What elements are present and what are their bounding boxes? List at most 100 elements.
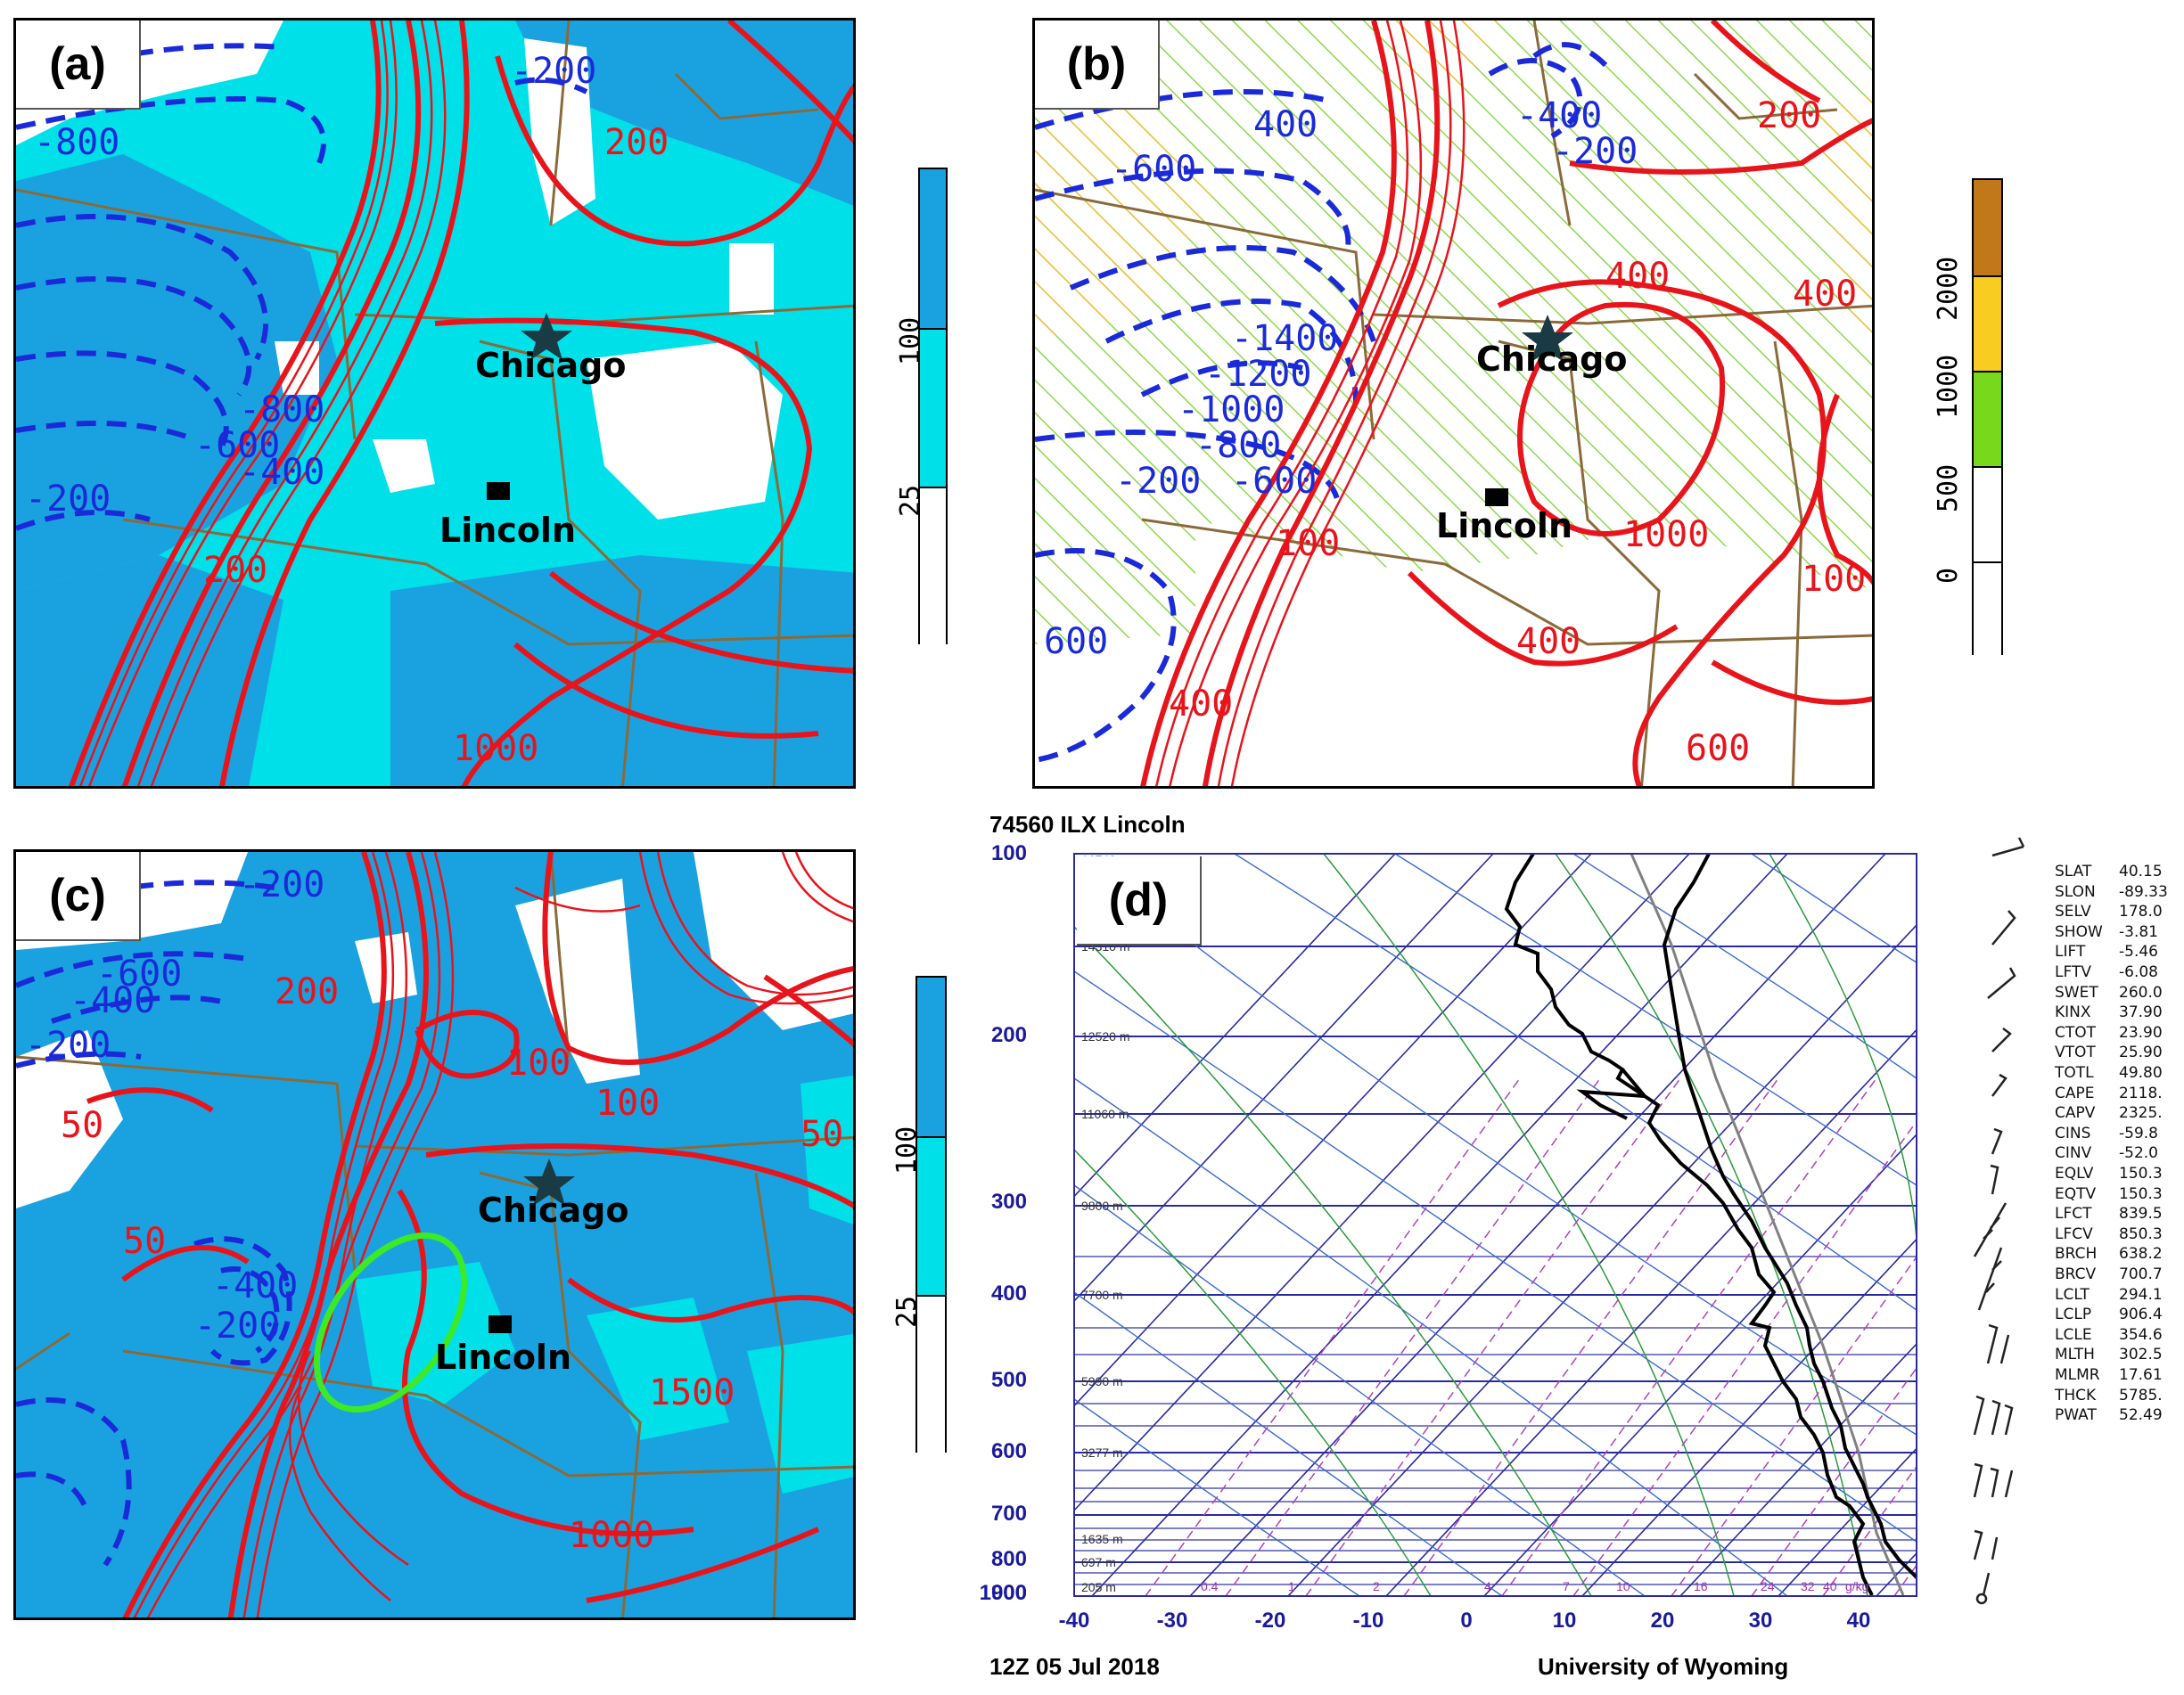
height-label: 9800 m <box>1081 1199 1123 1213</box>
contour-label: 400 <box>1793 274 1857 315</box>
mixing-ratio-label: 7 <box>1563 1579 1570 1593</box>
map-panel-a-canvas: -200 -800 -800 -600 -400 -200 200 200 10… <box>16 20 853 786</box>
contour-label: -200 <box>511 51 596 92</box>
panel-label-b: (b) <box>1035 20 1160 110</box>
index-value: 638.2 <box>2119 1245 2163 1264</box>
index-value: 40.15 <box>2119 863 2163 880</box>
contour-label: -1000 <box>1178 389 1285 430</box>
index-value: 49.80 <box>2119 1064 2163 1082</box>
height-label: 7700 m <box>1081 1288 1123 1302</box>
index-value: 700.7 <box>2119 1265 2163 1283</box>
index-value: 260.0 <box>2119 983 2163 1002</box>
pressure-label: 200 <box>990 1023 1027 1047</box>
contour-label: 600 <box>1686 728 1750 769</box>
index-value: 52.49 <box>2119 1406 2163 1425</box>
contour-label: -400 <box>239 452 324 493</box>
map-panel-a: -200 -800 -800 -600 -400 -200 200 200 10… <box>13 18 856 789</box>
index-name: TOTL <box>2055 1064 2094 1082</box>
index-name: SELV <box>2055 903 2091 921</box>
chicago-star-icon <box>523 1159 575 1206</box>
height-label: 12520 m <box>1081 1029 1129 1044</box>
height-label: 205 m <box>1081 1580 1116 1594</box>
lincoln-square-icon <box>489 1315 512 1333</box>
index-row: LFCT 839.5 <box>2055 1205 2163 1223</box>
colorbar-c <box>915 976 947 1454</box>
map-panel-b: -600 400 -400 -200 -1400 -1200 -1000 -80… <box>1032 18 1875 789</box>
contour-label: 200 <box>604 122 669 163</box>
temp-tick: 10 <box>1552 1609 1577 1633</box>
contour-label: 100 <box>506 1043 571 1084</box>
index-name: THCK <box>2055 1386 2097 1404</box>
index-row: LFCV 850.3 <box>2055 1225 2163 1243</box>
contour-label: -400 <box>212 1265 298 1306</box>
pressure-label: 300 <box>990 1190 1027 1214</box>
mixing-ratio-label: g/kg <box>1845 1579 1868 1593</box>
mixing-ratio-label: 10 <box>1616 1579 1630 1593</box>
colorbar-a-tick-100: 100 <box>895 316 926 365</box>
index-name: MLMR <box>2055 1366 2100 1384</box>
colorbar-a <box>918 168 948 646</box>
colorbar-b-tick-500: 500 <box>1933 463 1964 512</box>
contour-label: -200 <box>194 1306 280 1347</box>
skewt-diagram: 16740 m 14310 m 12520 m 11060 m 9800 m 7… <box>1073 837 2025 1605</box>
height-label: 3277 m <box>1081 1445 1123 1460</box>
city-label-lincoln: Lincoln <box>435 1338 572 1377</box>
contour-label: -800 <box>1195 425 1281 466</box>
index-row: LIFT -5.46 <box>2055 943 2158 961</box>
mixing-ratio-label: 0.4 <box>1201 1579 1219 1593</box>
index-value: -89.33 <box>2119 882 2168 901</box>
index-row: LCLT 294.1 <box>2055 1286 2163 1304</box>
index-row: CINV -52.0 <box>2055 1144 2158 1162</box>
index-value: 354.6 <box>2119 1325 2163 1344</box>
pressure-label: 400 <box>990 1281 1027 1306</box>
colorbar-b-tick-1000: 1000 <box>1933 354 1964 419</box>
index-row: LCLP 906.4 <box>2055 1306 2163 1323</box>
index-name: VTOT <box>2055 1044 2096 1062</box>
index-value: -59.8 <box>2119 1124 2158 1142</box>
index-name: CTOT <box>2055 1023 2097 1042</box>
index-value: 37.90 <box>2119 1003 2163 1022</box>
contour-label: -600 <box>96 954 182 995</box>
contour-label: -600 <box>1111 149 1196 190</box>
contour-label: 1000 <box>453 728 538 769</box>
pressure-label: 800 <box>990 1547 1027 1571</box>
index-name: LFTV <box>2055 963 2091 981</box>
mixing-ratio-label: 1 <box>1288 1579 1295 1593</box>
index-row: BRCH 638.2 <box>2055 1245 2163 1263</box>
map-panel-b-canvas: -600 400 -400 -200 -1400 -1200 -1000 -80… <box>1035 20 1872 786</box>
index-value: 302.5 <box>2119 1346 2163 1364</box>
contour-label: -1200 <box>1204 354 1311 395</box>
colorbar-b <box>1972 178 2003 657</box>
index-row: SHOW -3.81 <box>2055 923 2158 941</box>
pressure-label: 700 <box>990 1502 1027 1526</box>
city-label-chicago: Chicago <box>1476 340 1628 379</box>
contour-label: 1000 <box>1623 514 1709 555</box>
contour-label: 1000 <box>569 1515 654 1556</box>
index-name: EQTV <box>2055 1184 2097 1203</box>
contour-label: -400 <box>1516 95 1602 136</box>
contour-label: 50 <box>61 1105 103 1146</box>
index-name: SLAT <box>2055 863 2092 880</box>
index-name: LCLP <box>2055 1306 2092 1324</box>
index-value: 17.61 <box>2119 1366 2163 1384</box>
index-name: CAPV <box>2055 1104 2096 1123</box>
index-value: 5785. <box>2119 1386 2163 1404</box>
pressure-label: 600 <box>990 1439 1027 1463</box>
index-name: CAPE <box>2055 1084 2095 1102</box>
colorbar-b-tick-0: 0 <box>1933 567 1964 584</box>
temp-tick: -20 <box>1254 1609 1286 1633</box>
height-label: 697 m <box>1081 1555 1116 1569</box>
contour-label: 200 <box>203 550 267 591</box>
index-name: LIFT <box>2055 943 2086 962</box>
index-value: 25.90 <box>2119 1044 2163 1062</box>
index-name: LFCT <box>2055 1205 2092 1224</box>
index-value: 839.5 <box>2119 1205 2163 1224</box>
index-row: MLTH 302.5 <box>2055 1346 2163 1363</box>
contour-label: -600 <box>194 425 280 466</box>
mixing-ratio-label: 16 <box>1694 1579 1708 1593</box>
index-value: -52.0 <box>2119 1144 2158 1163</box>
contour-label: 50 <box>123 1221 166 1262</box>
map-panel-c-canvas: -200 -600 -400 -200 -400 -200 200 50 50 … <box>16 852 853 1617</box>
pressure-label: 900 <box>990 1581 1027 1605</box>
temp-tick: -10 <box>1352 1609 1384 1633</box>
